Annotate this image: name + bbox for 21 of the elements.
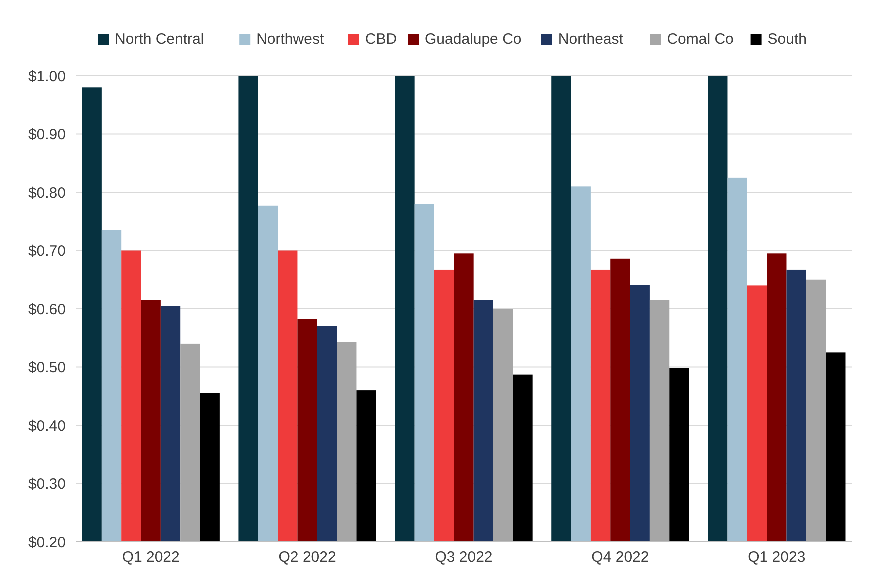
legend-label: CBD	[365, 31, 398, 48]
legend-label: Northeast	[558, 31, 624, 48]
y-tick-label: $0.50	[28, 360, 66, 376]
y-tick-label: $1.00	[28, 68, 66, 86]
legend-label: Guadalupe Co	[425, 31, 522, 48]
y-tick-label: $0.80	[28, 184, 66, 202]
legend-label: Northwest	[256, 31, 325, 48]
y-tick-label: $0.20	[28, 534, 66, 552]
x-tick-label: Q1 2023	[748, 549, 806, 566]
x-tick-label: Q3 2022	[435, 549, 493, 566]
y-tick-label: $0.70	[28, 243, 66, 260]
y-tick-label: $0.90	[28, 126, 66, 144]
legend-label: South	[768, 31, 808, 48]
x-tick-label: Q1 2022	[122, 549, 180, 566]
legend-label: Comal Co	[667, 31, 734, 48]
y-tick-label: $0.60	[28, 301, 66, 318]
legend-label: North Central	[115, 31, 204, 48]
x-tick-label: Q2 2022	[278, 549, 336, 566]
y-tick-label: $0.30	[28, 476, 66, 493]
x-tick-label: Q4 2022	[592, 549, 650, 566]
y-tick-label: $0.40	[28, 418, 66, 435]
